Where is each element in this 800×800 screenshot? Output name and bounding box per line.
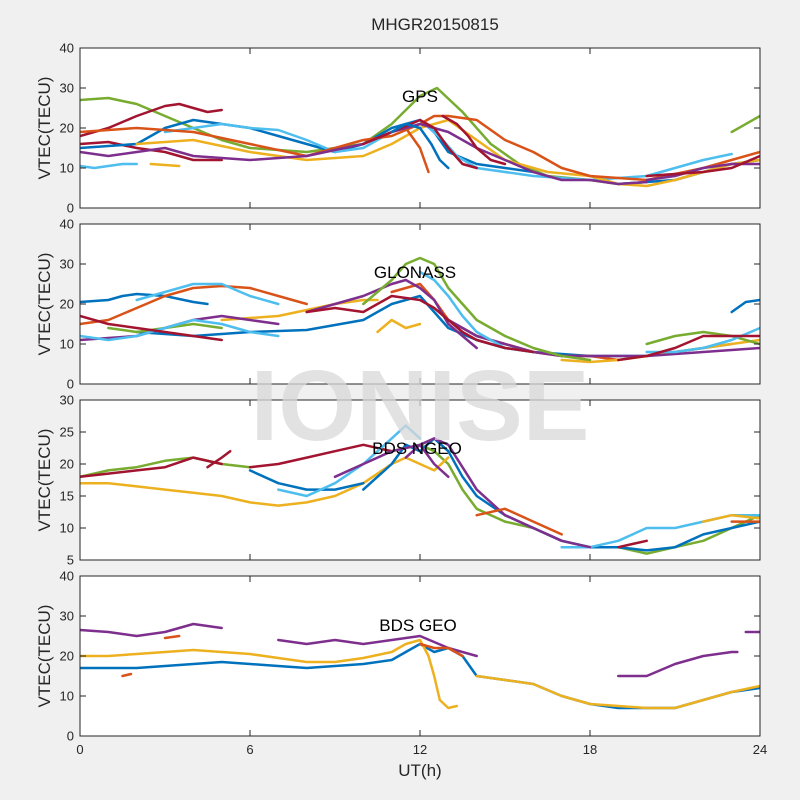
y-axis-label: VTEC(TECU) bbox=[35, 77, 54, 180]
series-line-11 bbox=[333, 443, 450, 479]
series-group bbox=[80, 622, 760, 710]
y-tick-label: 30 bbox=[60, 257, 74, 272]
series-line-18 bbox=[390, 122, 450, 170]
series-line-8 bbox=[163, 634, 181, 640]
series-line-15 bbox=[617, 539, 648, 549]
y-tick-label: 0 bbox=[67, 377, 74, 392]
y-tick-label: 5 bbox=[67, 553, 74, 568]
x-tick-label: 12 bbox=[413, 742, 427, 757]
series-line-3 bbox=[80, 102, 223, 138]
series-line-17 bbox=[645, 154, 760, 178]
y-tick-label: 20 bbox=[60, 297, 74, 312]
series-line-2 bbox=[80, 638, 459, 710]
series-line-16 bbox=[441, 114, 507, 166]
y-axis-label: VTEC(TECU) bbox=[35, 605, 54, 708]
series-line-13 bbox=[80, 122, 648, 186]
series-line-13 bbox=[362, 256, 592, 362]
y-tick-label: 40 bbox=[60, 217, 74, 232]
panel-title: BDS GEO bbox=[379, 616, 456, 635]
series-line-4 bbox=[80, 284, 308, 326]
y-tick-label: 40 bbox=[60, 569, 74, 584]
series-line-12 bbox=[404, 126, 430, 174]
y-tick-label: 10 bbox=[60, 337, 74, 352]
y-tick-label: 10 bbox=[60, 521, 74, 536]
x-tick-label: 24 bbox=[753, 742, 767, 757]
y-tick-label: 0 bbox=[67, 729, 74, 744]
y-tick-label: 10 bbox=[60, 689, 74, 704]
figure-title: MHGR20150815 bbox=[371, 15, 499, 34]
series-line-20 bbox=[305, 294, 535, 354]
series-line-9 bbox=[149, 162, 181, 168]
y-tick-label: 25 bbox=[60, 425, 74, 440]
series-line-6 bbox=[617, 650, 739, 678]
x-tick-label: 18 bbox=[583, 742, 597, 757]
series-line-3 bbox=[80, 456, 223, 479]
series-line-3 bbox=[475, 674, 760, 710]
series-line-7 bbox=[80, 162, 138, 170]
series-line-4 bbox=[206, 449, 232, 469]
y-axis-label: VTEC(TECU) bbox=[35, 429, 54, 532]
series-line-11 bbox=[80, 114, 760, 182]
series-line-12 bbox=[404, 437, 592, 549]
panel-title: BDS NGEO bbox=[372, 439, 462, 458]
series-line-4 bbox=[80, 622, 223, 638]
plot-area bbox=[80, 576, 760, 736]
series-line-3 bbox=[730, 298, 760, 314]
x-axis-label: UT(h) bbox=[398, 761, 441, 780]
panel-title: GLONASS bbox=[374, 263, 456, 282]
series-line-10 bbox=[135, 118, 760, 188]
series-line-21 bbox=[617, 334, 760, 362]
y-tick-label: 20 bbox=[60, 649, 74, 664]
series-line-5 bbox=[248, 443, 393, 469]
series-line-10 bbox=[305, 278, 478, 350]
series-group bbox=[80, 256, 760, 364]
y-tick-label: 20 bbox=[60, 121, 74, 136]
series-line-6 bbox=[80, 456, 450, 507]
y-tick-label: 10 bbox=[60, 161, 74, 176]
series-line-19 bbox=[80, 314, 223, 342]
series-line-13 bbox=[475, 507, 563, 536]
plot-area bbox=[80, 400, 760, 560]
series-line-9 bbox=[121, 672, 133, 678]
x-tick-label: 0 bbox=[76, 742, 83, 757]
y-tick-label: 30 bbox=[60, 609, 74, 624]
series-line-16 bbox=[135, 282, 280, 306]
y-tick-label: 0 bbox=[67, 201, 74, 216]
series-line-10 bbox=[418, 642, 464, 658]
y-tick-label: 40 bbox=[60, 41, 74, 56]
y-tick-label: 30 bbox=[60, 81, 74, 96]
series-line-1 bbox=[80, 292, 209, 306]
panels: 0 10 20 30 40 VTEC(TECU) GPS 0 10 20 30 40 VTEC(TECU… bbox=[35, 41, 767, 758]
series-line-16 bbox=[702, 513, 760, 523]
y-tick-label: 30 bbox=[60, 393, 74, 408]
series-line-2 bbox=[730, 114, 760, 134]
y-tick-label: 20 bbox=[60, 457, 74, 472]
series-group bbox=[80, 86, 760, 188]
plot-area bbox=[80, 224, 760, 384]
panel-2: 0 10 20 30 40 VTEC(TECU) GLONASS bbox=[35, 217, 761, 392]
y-axis-label: VTEC(TECU) bbox=[35, 253, 54, 356]
series-line-15 bbox=[80, 318, 280, 342]
series-line-5 bbox=[277, 634, 478, 658]
series-group bbox=[80, 424, 760, 555]
y-tick-label: 15 bbox=[60, 489, 74, 504]
panel-1: 0 10 20 30 40 VTEC(TECU) GPS bbox=[35, 41, 761, 216]
x-tick-label: 6 bbox=[246, 742, 253, 757]
series-line-8 bbox=[248, 469, 365, 491]
panel-3: 5 10 15 20 25 30 VTEC(TECU) BDS NGEO bbox=[35, 393, 761, 568]
series-line-7 bbox=[376, 318, 422, 334]
watermark: IONISE bbox=[251, 350, 590, 462]
panel-4: 0 6 12 18 24 0 10 20 30 40 VTEC(TECU) BDS GEO bbox=[35, 569, 767, 758]
series-line-14 bbox=[645, 330, 760, 346]
panel-title: GPS bbox=[402, 87, 438, 106]
